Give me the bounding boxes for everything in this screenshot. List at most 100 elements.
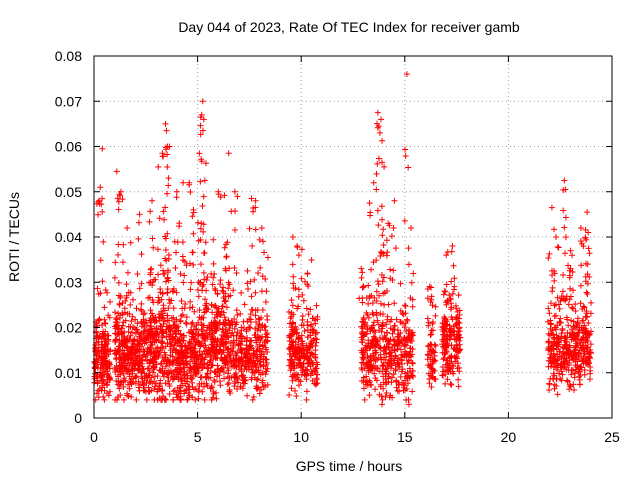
data-point: [135, 384, 142, 391]
data-point: [286, 308, 293, 315]
data-point: [136, 333, 143, 340]
data-point: [379, 401, 386, 408]
data-point: [153, 345, 160, 352]
data-point: [410, 373, 417, 380]
data-point: [124, 392, 131, 399]
data-point: [308, 321, 315, 328]
data-point: [239, 358, 246, 365]
data-point: [259, 273, 266, 280]
data-point: [450, 323, 457, 330]
data-point: [289, 377, 296, 384]
data-point: [178, 298, 185, 304]
data-point: [551, 226, 558, 233]
data-point: [173, 394, 180, 401]
data-point: [255, 324, 262, 331]
data-point: [251, 374, 258, 381]
data-point: [294, 244, 301, 251]
data-point: [407, 368, 414, 375]
data-point: [299, 316, 306, 323]
data-point: [162, 278, 169, 285]
data-point: [569, 269, 576, 276]
data-point: [152, 355, 159, 362]
data-point: [443, 281, 450, 288]
data-point: [394, 327, 401, 334]
data-point: [359, 299, 366, 306]
data-point: [257, 363, 264, 370]
data-point: [554, 351, 561, 358]
data-point: [173, 194, 180, 201]
data-point: [552, 312, 559, 319]
data-point: [222, 316, 229, 323]
data-point: [380, 250, 387, 257]
data-point: [290, 280, 297, 287]
data-point: [165, 305, 172, 312]
data-point: [288, 343, 295, 350]
data-point: [446, 325, 453, 332]
data-point: [174, 354, 181, 361]
data-point: [151, 385, 158, 392]
data-point: [293, 371, 300, 378]
data-point: [195, 332, 202, 339]
data-point: [182, 319, 189, 326]
data-point: [185, 383, 192, 390]
data-point: [245, 363, 252, 370]
data-point: [244, 392, 251, 399]
data-point: [97, 184, 104, 191]
data-point: [120, 362, 127, 369]
data-point: [232, 227, 239, 234]
data-point: [214, 309, 221, 316]
data-point: [363, 330, 370, 337]
data-point: [387, 318, 394, 325]
x-tick-label: 20: [501, 429, 517, 445]
data-point: [137, 306, 144, 313]
data-point: [402, 152, 409, 159]
data-point: [115, 279, 122, 286]
data-point: [117, 192, 124, 199]
data-point: [185, 342, 192, 349]
data-point: [576, 376, 583, 383]
data-point: [448, 354, 455, 361]
data-point: [395, 379, 402, 386]
data-point: [392, 367, 399, 374]
data-point: [260, 353, 267, 360]
data-point: [237, 335, 244, 342]
data-point: [558, 368, 565, 375]
data-point: [374, 317, 381, 324]
data-point: [380, 362, 387, 369]
y-tick-label: 0.08: [55, 48, 82, 64]
data-point: [95, 394, 102, 401]
data-point: [409, 332, 416, 339]
data-point: [201, 383, 208, 390]
data-point: [122, 365, 129, 372]
data-point: [233, 319, 240, 326]
data-point: [448, 381, 455, 388]
data-point: [359, 269, 366, 276]
data-point: [202, 354, 209, 361]
data-point: [425, 319, 432, 326]
data-point: [582, 330, 589, 337]
data-point: [198, 356, 205, 363]
data-point: [291, 328, 298, 335]
data-point: [576, 366, 583, 373]
data-point: [202, 302, 209, 309]
data-point: [215, 191, 222, 198]
data-point: [138, 280, 145, 287]
data-point: [567, 285, 574, 292]
data-point: [175, 323, 182, 330]
data-point: [396, 364, 403, 371]
data-point: [230, 340, 237, 347]
data-point: [456, 337, 463, 344]
data-point: [440, 343, 447, 350]
data-point: [397, 280, 404, 287]
data-point: [99, 208, 106, 215]
data-point: [214, 320, 221, 327]
data-point: [223, 304, 230, 311]
data-point: [305, 311, 312, 318]
data-point: [374, 365, 381, 372]
data-point: [545, 339, 552, 346]
data-point: [181, 272, 188, 279]
data-point: [189, 304, 196, 311]
data-point: [376, 391, 383, 398]
data-point: [187, 298, 194, 305]
data-point: [195, 354, 202, 361]
